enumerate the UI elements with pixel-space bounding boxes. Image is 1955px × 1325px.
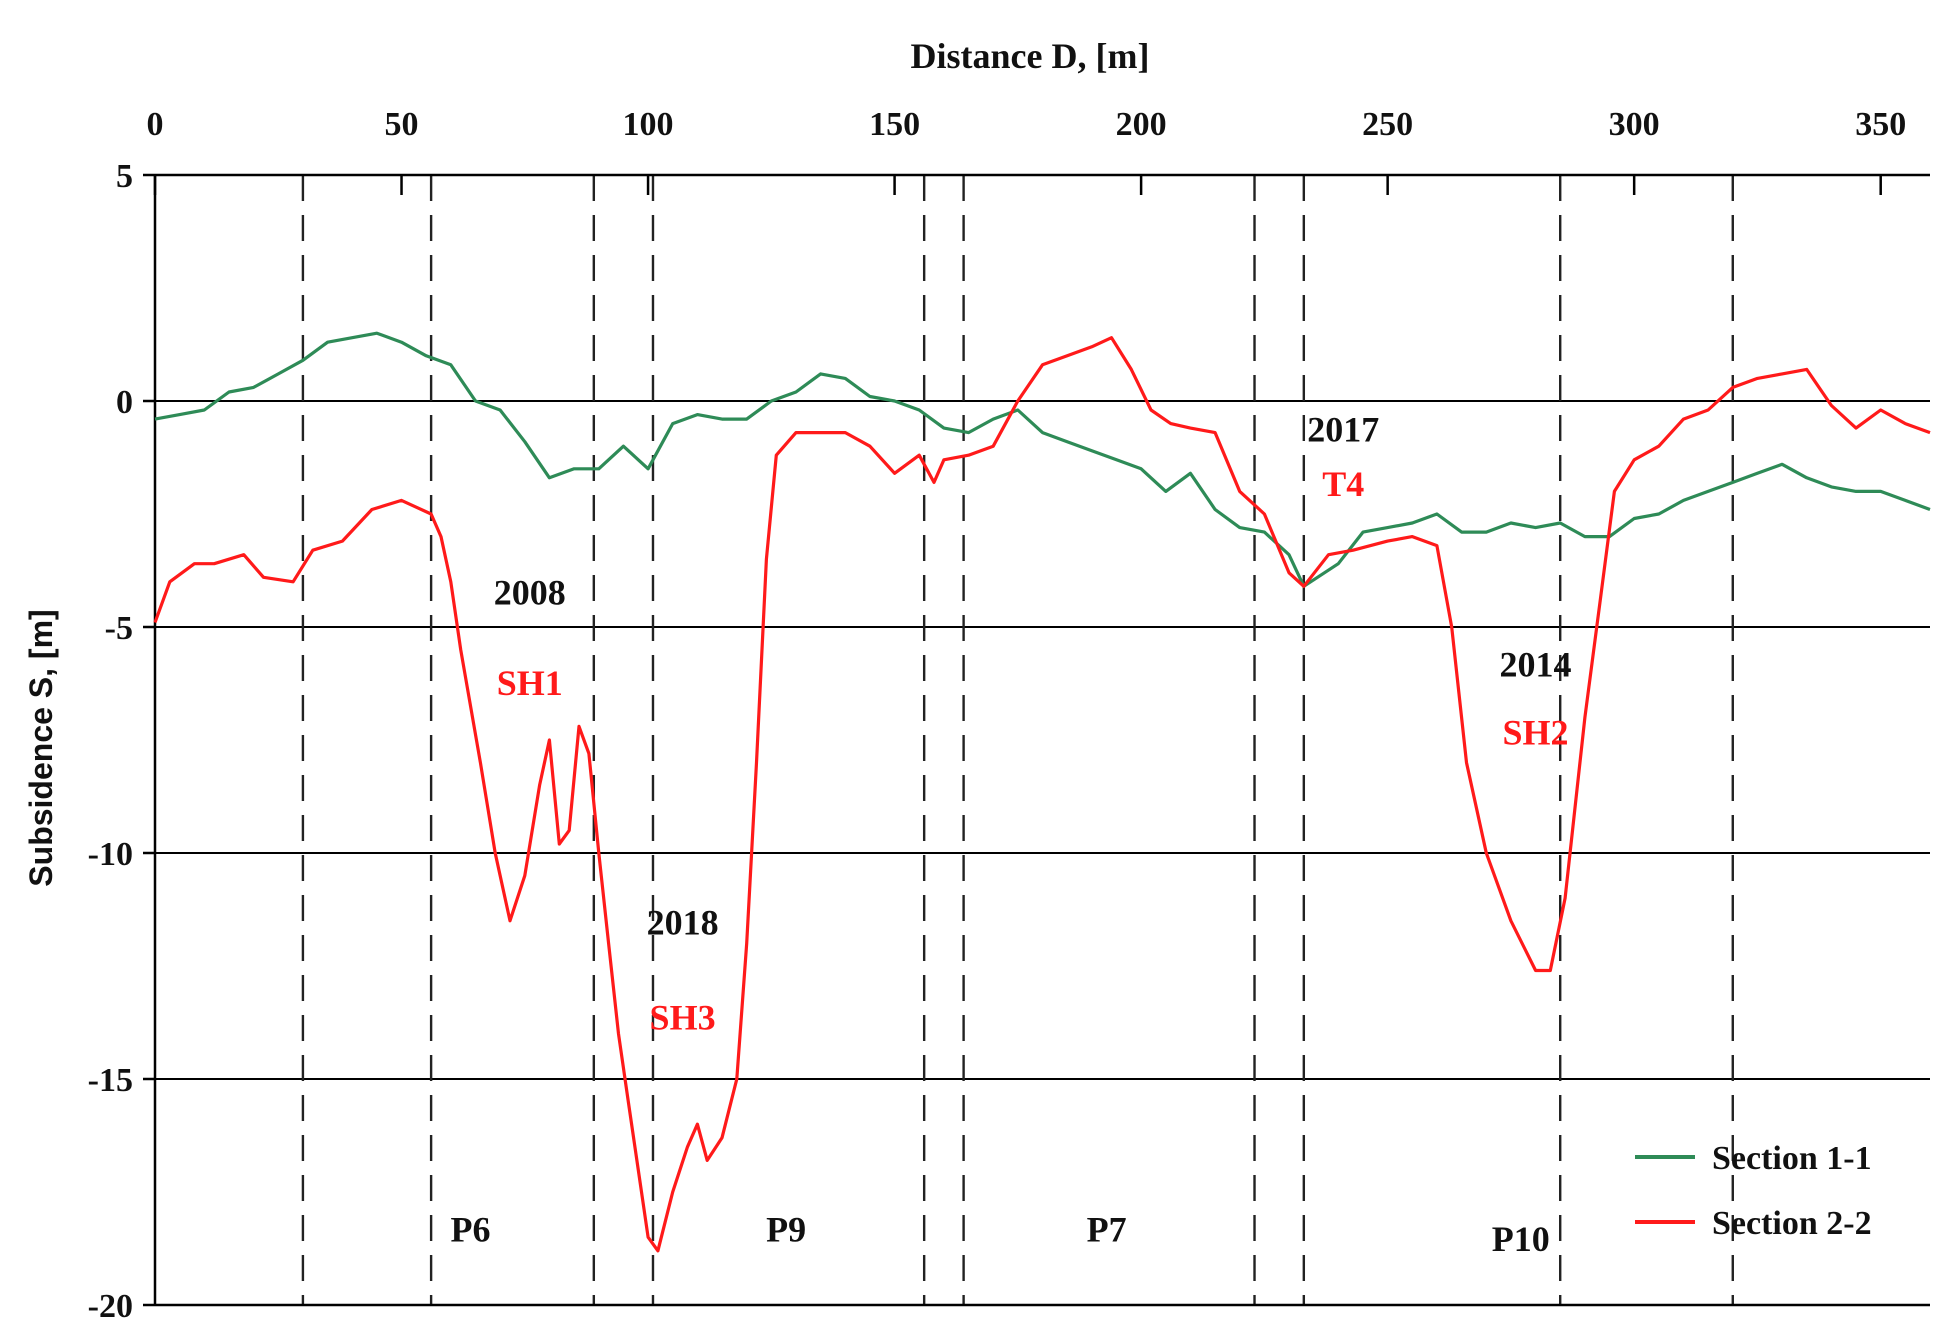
region-label: P10: [1492, 1219, 1550, 1259]
x-axis-title: Distance D, [m]: [911, 36, 1150, 76]
y-tick-label: 5: [116, 158, 133, 195]
x-tick-label: 200: [1116, 106, 1167, 143]
x-axis-ticks: 0 50 100 150 200 250 300 350: [147, 106, 1906, 195]
legend-label-section-2-2: Section 2-2: [1712, 1205, 1872, 1242]
legend: Section 1-1 Section 2-2: [1635, 1140, 1872, 1242]
x-tick-label: 300: [1609, 106, 1660, 143]
x-tick-label: 100: [623, 106, 674, 143]
annotation-year: 2014: [1500, 645, 1572, 685]
annotation-year: 2008: [494, 572, 566, 612]
region-label: P6: [451, 1210, 491, 1250]
x-tick-label: 350: [1855, 106, 1906, 143]
annotation-year: 2017: [1307, 410, 1379, 450]
series-line-section-2-2: [153, 336, 1931, 1253]
annotations: 2008 SH1 2018 SH3 2017 T4 2014 SH2: [494, 410, 1572, 1038]
region-label: P7: [1087, 1210, 1127, 1250]
x-tick-label: 0: [147, 106, 164, 143]
y-axis-ticks: 5 0 -5 -10 -15 -20: [88, 158, 155, 1325]
y-tick-label: -5: [105, 610, 133, 647]
legend-label-section-1-1: Section 1-1: [1712, 1140, 1872, 1177]
vertical-dashed-lines: [301, 175, 1734, 1305]
annotation-label: SH3: [650, 997, 716, 1037]
axes: [153, 173, 1930, 1307]
series-lines: [153, 331, 1931, 1253]
y-gridlines: [155, 400, 1930, 1080]
annotation-label: SH2: [1503, 713, 1569, 753]
y-tick-label: -20: [88, 1288, 133, 1325]
y-tick-label: 0: [116, 384, 133, 421]
region-label: P9: [766, 1210, 806, 1250]
annotation-label: SH1: [497, 663, 563, 703]
x-tick-label: 250: [1362, 106, 1413, 143]
annotation-year: 2018: [647, 902, 719, 942]
series-line-section-1-1: [154, 331, 1931, 588]
region-labels: P6 P9 P7 P10: [451, 1210, 1550, 1259]
y-tick-label: -10: [88, 836, 133, 873]
y-axis-title: Subsidence S, [m]: [23, 609, 59, 886]
x-tick-label: 150: [869, 106, 920, 143]
y-tick-label: -15: [88, 1062, 133, 1099]
annotation-label: T4: [1322, 464, 1364, 504]
x-tick-label: 50: [385, 106, 419, 143]
